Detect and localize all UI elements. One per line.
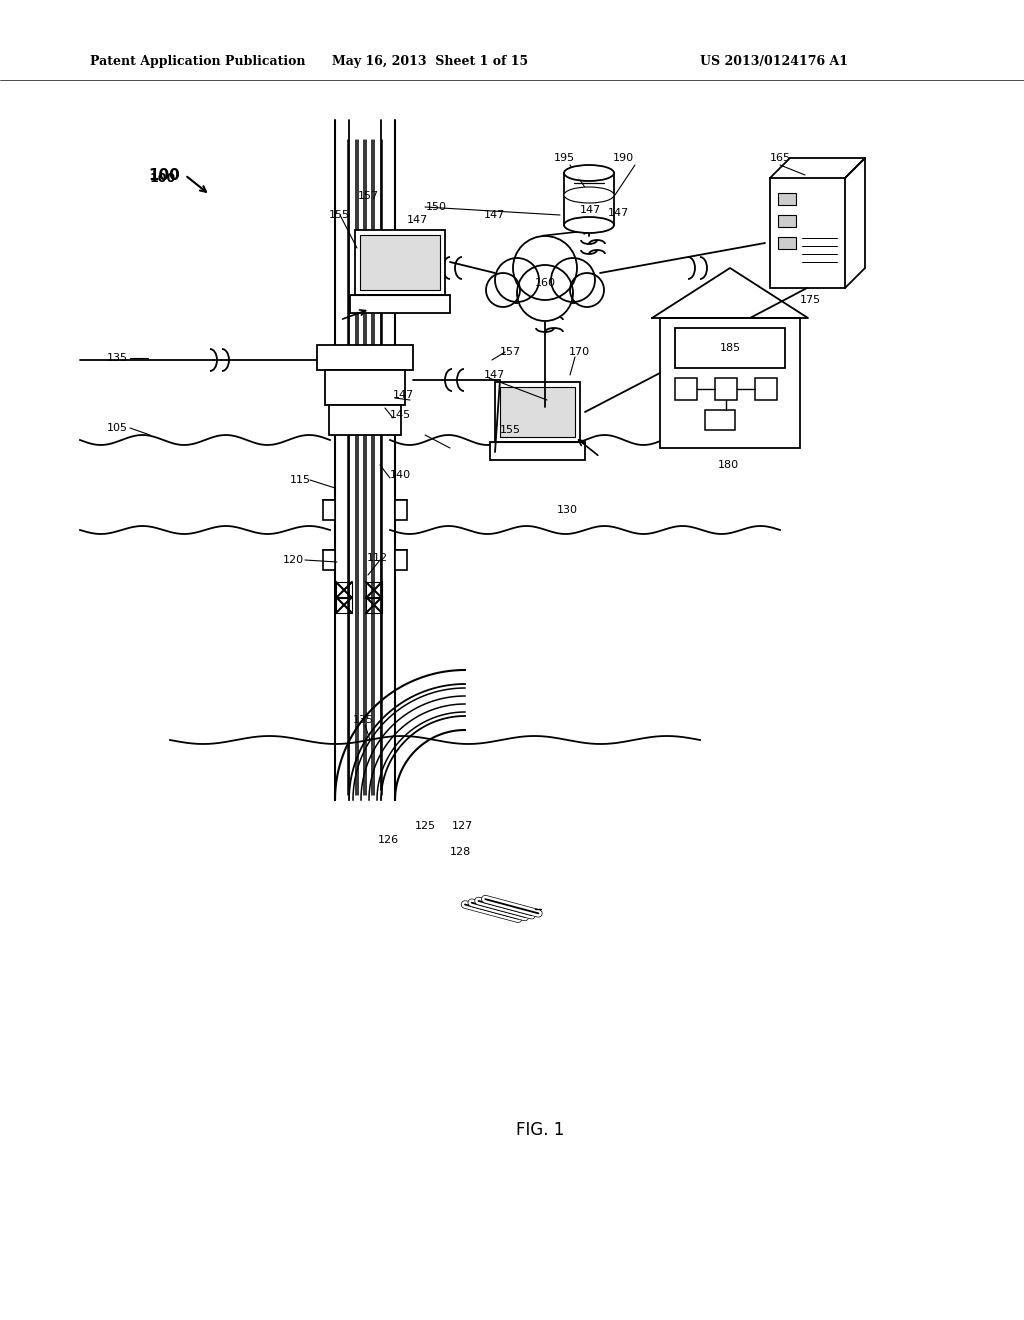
Circle shape: [570, 273, 604, 308]
Bar: [366, 597, 382, 612]
Text: 147: 147: [608, 209, 630, 218]
Text: 190: 190: [613, 153, 634, 162]
Text: 147: 147: [393, 389, 415, 400]
Bar: [323, 550, 335, 570]
Text: 185: 185: [720, 343, 740, 352]
Bar: [395, 500, 407, 520]
Text: 155: 155: [500, 425, 521, 436]
Bar: [495, 381, 580, 442]
Bar: [323, 500, 335, 520]
Text: 100: 100: [150, 172, 176, 185]
Text: 135: 135: [353, 715, 374, 725]
Text: US 2013/0124176 A1: US 2013/0124176 A1: [700, 55, 848, 69]
Bar: [366, 582, 382, 598]
Bar: [660, 318, 800, 447]
Circle shape: [551, 257, 595, 302]
Circle shape: [486, 273, 520, 308]
Bar: [770, 178, 845, 288]
Bar: [490, 442, 585, 459]
Text: 105: 105: [106, 422, 128, 433]
Text: Patent Application Publication: Patent Application Publication: [90, 55, 305, 69]
Bar: [317, 345, 413, 370]
Bar: [778, 238, 796, 249]
Text: 145: 145: [390, 411, 411, 420]
Text: 155: 155: [329, 210, 350, 220]
Text: 165: 165: [770, 153, 791, 162]
Text: 112: 112: [367, 553, 388, 564]
Text: 175: 175: [800, 294, 821, 305]
Bar: [705, 411, 735, 430]
Text: 157: 157: [500, 347, 521, 356]
Text: 147: 147: [484, 370, 505, 380]
Bar: [675, 327, 785, 368]
Text: 140: 140: [390, 470, 411, 480]
Ellipse shape: [564, 165, 614, 181]
Text: 147: 147: [484, 210, 505, 220]
Text: 147: 147: [580, 205, 601, 215]
Text: 135: 135: [106, 352, 128, 363]
Bar: [336, 597, 352, 612]
Bar: [778, 215, 796, 227]
Text: 157: 157: [358, 191, 379, 201]
Text: 125: 125: [415, 821, 436, 832]
Bar: [675, 378, 697, 400]
Text: May 16, 2013  Sheet 1 of 15: May 16, 2013 Sheet 1 of 15: [332, 55, 528, 69]
Circle shape: [513, 236, 577, 300]
Bar: [350, 294, 450, 313]
Text: 147: 147: [407, 215, 428, 224]
Text: 115: 115: [290, 475, 311, 484]
Bar: [500, 387, 575, 437]
Text: 127: 127: [452, 821, 473, 832]
Bar: [336, 582, 352, 598]
Text: 100: 100: [148, 168, 180, 182]
Text: 150: 150: [426, 202, 447, 213]
Bar: [715, 378, 737, 400]
Circle shape: [517, 265, 573, 321]
Text: 160: 160: [535, 279, 555, 288]
Text: 180: 180: [718, 459, 739, 470]
Bar: [755, 378, 777, 400]
Text: 120: 120: [283, 554, 304, 565]
Bar: [395, 550, 407, 570]
Text: 128: 128: [450, 847, 471, 857]
Text: 126: 126: [378, 836, 399, 845]
Text: 195: 195: [554, 153, 575, 162]
Bar: [329, 405, 401, 436]
Bar: [778, 193, 796, 205]
Text: 170: 170: [569, 347, 590, 356]
Ellipse shape: [564, 216, 614, 234]
Ellipse shape: [564, 187, 614, 203]
Text: 130: 130: [557, 506, 578, 515]
Text: FIG. 1: FIG. 1: [516, 1121, 564, 1139]
Bar: [325, 370, 406, 405]
Bar: [355, 230, 445, 294]
Circle shape: [495, 257, 539, 302]
Bar: [360, 235, 440, 290]
